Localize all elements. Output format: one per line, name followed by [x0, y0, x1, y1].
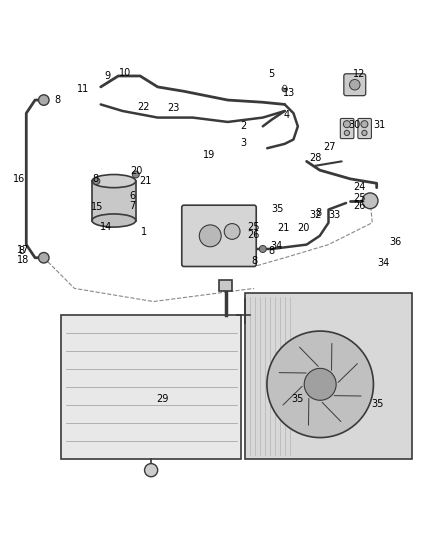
Circle shape	[344, 130, 350, 135]
FancyBboxPatch shape	[344, 74, 366, 96]
Circle shape	[350, 79, 360, 90]
Circle shape	[343, 120, 350, 128]
Text: 15: 15	[91, 202, 103, 212]
Text: 13: 13	[283, 88, 295, 99]
Ellipse shape	[92, 214, 136, 227]
Text: 8: 8	[315, 208, 321, 218]
Circle shape	[267, 331, 374, 438]
Text: 31: 31	[374, 120, 386, 131]
Polygon shape	[320, 400, 343, 431]
Text: 5: 5	[268, 69, 274, 79]
Bar	[219, 280, 232, 290]
Text: 36: 36	[389, 237, 401, 247]
Text: 20: 20	[131, 166, 143, 176]
Polygon shape	[296, 395, 309, 428]
Text: 35: 35	[292, 394, 304, 404]
Text: 1: 1	[141, 228, 147, 237]
Text: 32: 32	[309, 210, 321, 220]
Text: 14: 14	[100, 222, 112, 232]
Text: 8: 8	[18, 246, 24, 256]
Text: 25: 25	[247, 222, 260, 232]
Polygon shape	[332, 341, 344, 373]
Text: 23: 23	[167, 103, 179, 113]
Text: 7: 7	[130, 201, 136, 212]
Text: 21: 21	[277, 223, 290, 233]
Text: 11: 11	[77, 84, 89, 94]
Circle shape	[361, 120, 368, 128]
Text: 19: 19	[203, 150, 215, 160]
Text: 35: 35	[371, 399, 384, 409]
Bar	[245, 293, 412, 459]
Polygon shape	[336, 362, 367, 384]
Polygon shape	[297, 338, 320, 368]
Text: 28: 28	[309, 154, 321, 163]
Text: 2: 2	[240, 122, 246, 131]
Text: 29: 29	[156, 394, 168, 404]
Text: 26: 26	[353, 201, 365, 211]
Circle shape	[362, 193, 378, 209]
Text: 8: 8	[268, 246, 275, 256]
Polygon shape	[276, 360, 309, 373]
Bar	[92, 181, 136, 221]
Text: 6: 6	[130, 190, 136, 200]
Text: 35: 35	[272, 204, 284, 214]
Text: 18: 18	[17, 255, 29, 265]
Text: 34: 34	[271, 241, 283, 251]
Text: 34: 34	[377, 259, 389, 269]
Text: 33: 33	[328, 210, 341, 220]
Polygon shape	[274, 384, 304, 407]
Circle shape	[283, 85, 286, 88]
Circle shape	[145, 464, 158, 477]
Bar	[61, 314, 241, 459]
Text: 3: 3	[240, 138, 246, 148]
Text: 25: 25	[353, 193, 365, 203]
Text: 4: 4	[284, 110, 290, 120]
Polygon shape	[332, 395, 364, 408]
Circle shape	[224, 223, 240, 239]
Circle shape	[259, 246, 266, 253]
Circle shape	[304, 368, 336, 400]
Text: 9: 9	[104, 71, 110, 81]
FancyBboxPatch shape	[182, 205, 256, 266]
Text: 21: 21	[139, 176, 152, 186]
Text: 30: 30	[349, 120, 361, 131]
Circle shape	[39, 253, 49, 263]
Text: 20: 20	[297, 223, 310, 233]
Text: 24: 24	[353, 182, 365, 192]
Text: 8: 8	[93, 174, 99, 184]
Text: 16: 16	[13, 174, 25, 184]
Text: 17: 17	[17, 245, 29, 255]
Text: 27: 27	[324, 142, 336, 152]
Text: 10: 10	[119, 68, 131, 78]
Text: 22: 22	[138, 102, 150, 111]
Circle shape	[199, 225, 221, 247]
Circle shape	[132, 171, 139, 178]
Circle shape	[93, 177, 100, 184]
Text: 26: 26	[247, 230, 260, 239]
Circle shape	[39, 95, 49, 106]
Ellipse shape	[92, 174, 136, 188]
Circle shape	[282, 86, 287, 92]
Text: 8: 8	[251, 256, 258, 266]
Circle shape	[362, 130, 367, 135]
FancyBboxPatch shape	[358, 118, 371, 139]
Text: 12: 12	[353, 69, 365, 79]
FancyBboxPatch shape	[340, 118, 354, 139]
Text: 8: 8	[55, 95, 61, 105]
